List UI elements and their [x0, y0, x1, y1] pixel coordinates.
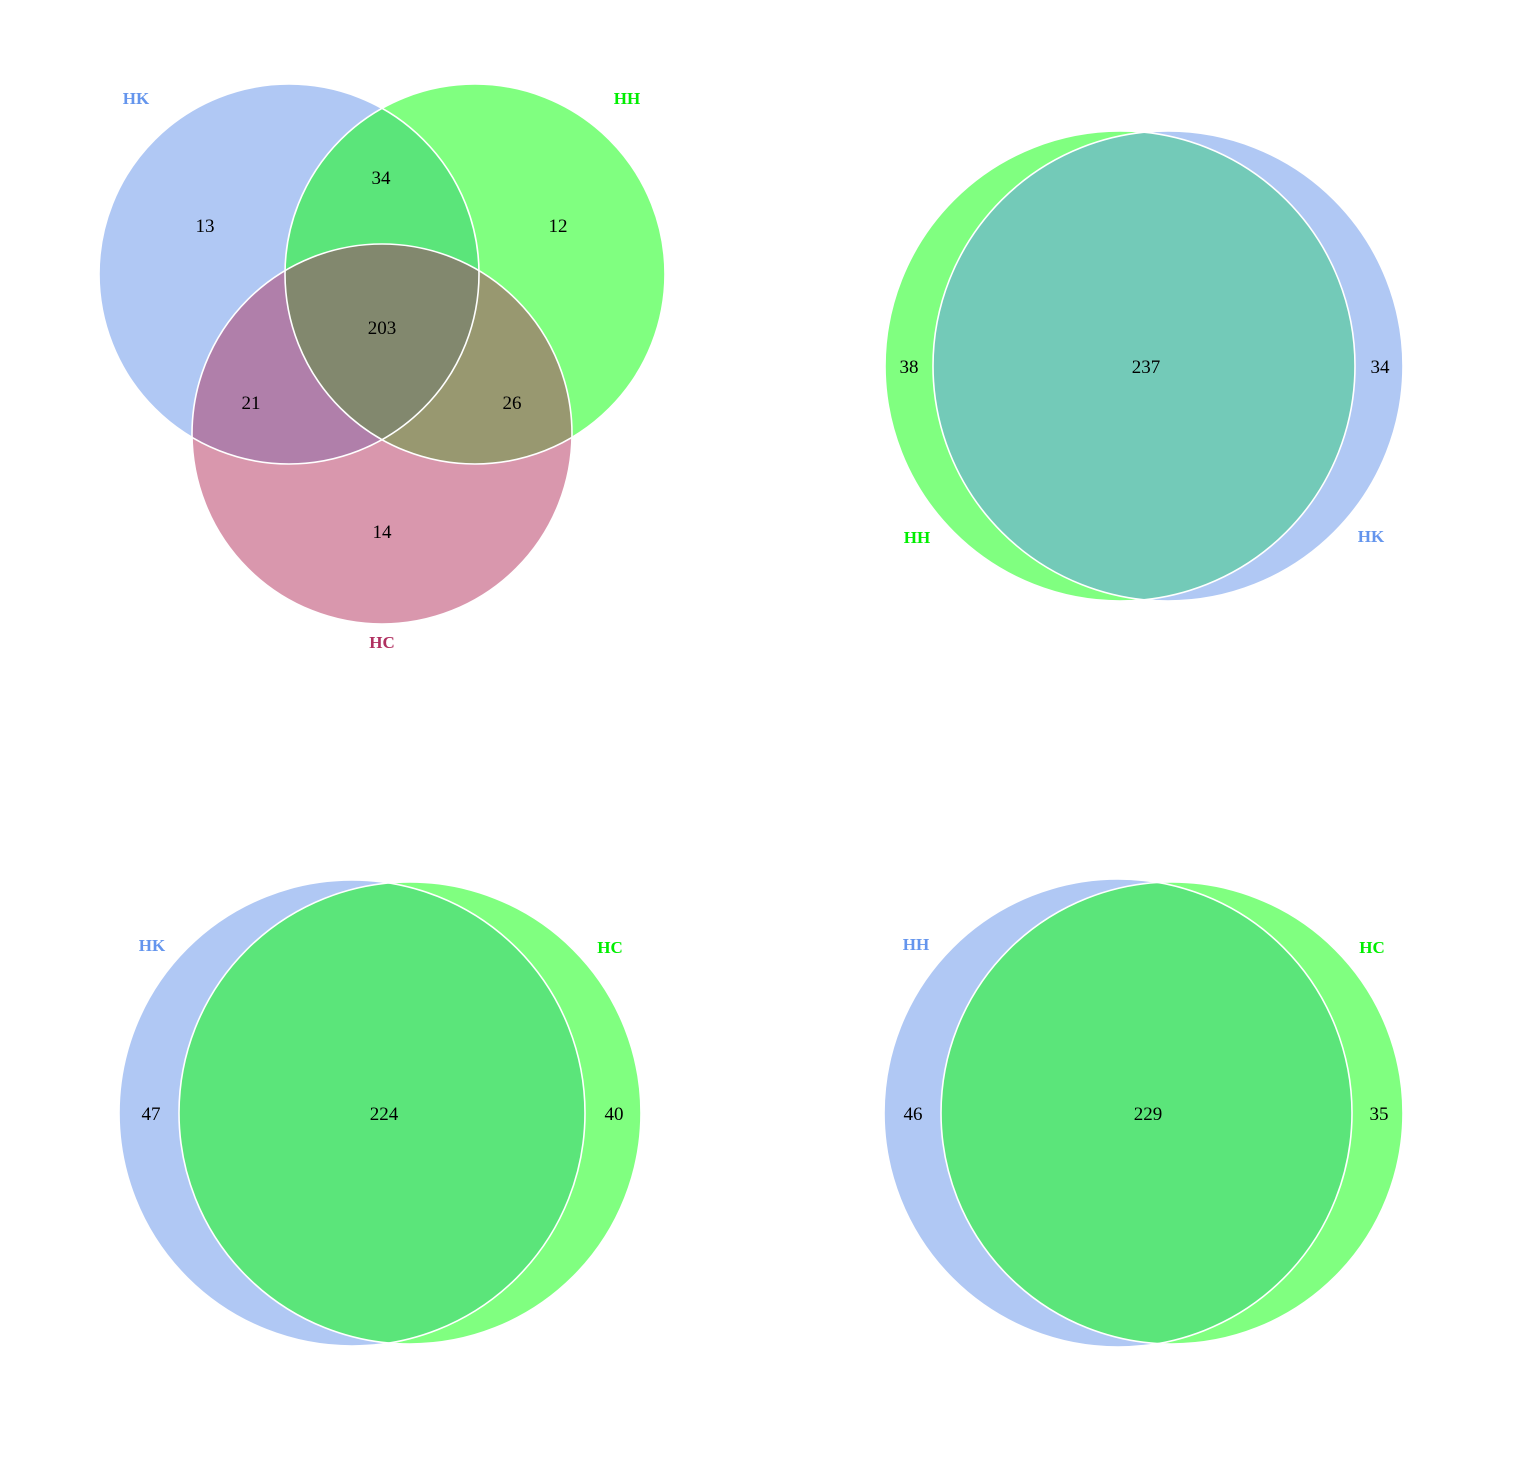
outline-hk [98, 83, 480, 465]
set-label-left: HH [904, 528, 930, 547]
count-ab: 34 [372, 168, 392, 189]
set-label-right: HK [1358, 527, 1385, 546]
count-only-a: 13 [196, 216, 215, 237]
outline-hh [284, 83, 666, 465]
count-right-only: 40 [605, 1104, 624, 1125]
outline-right [932, 130, 1404, 602]
count-bc: 26 [503, 393, 522, 414]
outline-left [884, 130, 1356, 602]
venn-top-right: HH HK 38 237 34 [884, 130, 1404, 602]
count-right-only: 35 [1370, 1104, 1389, 1125]
outline-right [178, 881, 642, 1345]
set-label-a: HK [123, 89, 150, 108]
outline-right [940, 881, 1404, 1345]
count-only-c: 14 [373, 522, 393, 543]
set-label-right: HC [597, 938, 623, 957]
count-left-only: 46 [904, 1104, 923, 1125]
count-only-b: 12 [549, 216, 568, 237]
set-label-left: HK [139, 936, 166, 955]
overlap-region [941, 882, 1352, 1344]
count-left-only: 38 [900, 357, 919, 378]
count-abc: 203 [368, 318, 397, 339]
count-ac: 21 [242, 393, 261, 414]
overlap-region [933, 131, 1355, 601]
count-right-only: 34 [1371, 357, 1391, 378]
venn-top-left: HK HH HC 13 12 14 34 21 26 203 [98, 83, 666, 652]
count-left-only: 47 [142, 1104, 161, 1125]
set-label-b: HH [614, 89, 640, 108]
outline-left [883, 878, 1353, 1348]
outline-left [118, 879, 586, 1347]
count-both: 229 [1134, 1104, 1163, 1125]
outline-hc [191, 243, 573, 625]
venn-bottom-right: HH HC 46 229 35 [883, 878, 1404, 1348]
count-both: 237 [1132, 357, 1161, 378]
set-label-right: HC [1359, 938, 1385, 957]
set-label-left: HH [903, 935, 929, 954]
count-both: 224 [370, 1104, 399, 1125]
venn-bottom-left: HK HC 47 224 40 [118, 879, 642, 1347]
set-label-c: HC [369, 633, 395, 652]
overlap-region [179, 882, 585, 1344]
